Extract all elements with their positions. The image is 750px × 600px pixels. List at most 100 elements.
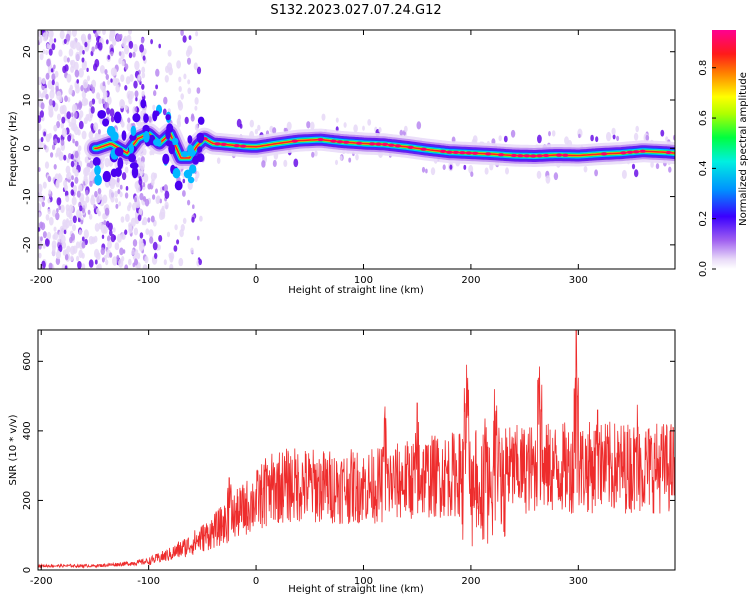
heatmap-noise-cell [41, 77, 46, 85]
heatmap-noise-cell [122, 41, 126, 48]
heatmap-noise-cell [45, 49, 48, 56]
heatmap-noise-cell [149, 236, 154, 244]
heatmap-peak-cell [291, 139, 298, 143]
heatmap-noise-cell [124, 104, 128, 111]
heatmap-noise-cell [187, 79, 191, 85]
heatmap-noise-cell [88, 100, 93, 108]
heatmap-noise-cell [164, 75, 169, 83]
heatmap-noise-cell [52, 144, 56, 151]
heatmap-noise-cell [165, 65, 170, 74]
heatmap-noise-cell [81, 241, 86, 249]
heatmap-noise-cell [135, 249, 139, 256]
heatmap-noise-cell [114, 190, 118, 198]
heatmap-noise-cell [177, 120, 181, 128]
heatmap-noise-cell [97, 42, 103, 51]
heatmap-blob [174, 180, 183, 191]
heatmap-noise-cell [367, 119, 372, 126]
heatmap-noise-cell [77, 129, 81, 136]
heatmap-noise-cell [110, 51, 114, 57]
heatmap-noise-cell [216, 157, 221, 164]
heatmap-blob [153, 110, 160, 117]
heatmap-noise-cell [83, 229, 89, 239]
heatmap-noise-cell [44, 161, 50, 169]
heatmap-noise-cell [84, 156, 89, 164]
heatmap-noise-cell [142, 264, 148, 269]
heatmap-noise-cell [272, 159, 277, 168]
heatmap-noise-cell [157, 244, 161, 251]
heatmap-peak-cell [484, 152, 492, 156]
heatmap-noise-cell [105, 259, 109, 266]
heatmap-noise-cell [124, 63, 129, 70]
heatmap-noise-cell [143, 173, 149, 183]
heatmap-noise-cell [621, 169, 627, 179]
heatmap-noise-cell [134, 258, 138, 266]
heatmap-noise-cell [48, 132, 52, 139]
heatmap-noise-cell [78, 229, 83, 236]
heatmap-noise-cell [187, 199, 191, 206]
heatmap-noise-cell [606, 131, 612, 142]
heatmap-noise-cell [163, 184, 168, 193]
heatmap-noise-cell [321, 113, 326, 121]
heatmap-noise-cell [94, 259, 98, 265]
heatmap-noise-cell [169, 252, 175, 261]
heatmap-noise-cell [51, 43, 56, 51]
colorbar-tick-label: 0.8 [698, 60, 709, 76]
snr-y-tick-label: 0 [22, 567, 33, 573]
heatmap-noise-cell [89, 213, 93, 220]
heatmap-noise-cell [70, 153, 74, 160]
heatmap-blob [102, 170, 111, 183]
heatmap-blob [140, 99, 147, 109]
snr-series-line [38, 330, 675, 569]
heatmap-noise-cell [178, 257, 184, 267]
heatmap-noise-cell [107, 79, 111, 86]
heatmap-noise-cell [127, 117, 131, 123]
heatmap-noise-cell [102, 213, 106, 220]
heatmap-noise-cell [173, 245, 178, 252]
heatmap-noise-cell [154, 252, 158, 259]
heatmap-noise-cell [142, 217, 148, 226]
heatmap-noise-cell [97, 30, 101, 35]
heatmap-noise-cell [94, 223, 100, 232]
heatmap-noise-cell [139, 232, 144, 239]
heatmap-noise-cell [97, 263, 102, 269]
heatmap-noise-cell [72, 245, 78, 254]
heatmap-noise-cell [71, 30, 77, 37]
heatmap-noise-cell [378, 126, 382, 133]
heatmap-noise-cell [72, 185, 78, 193]
heatmap-noise-cell [40, 102, 45, 110]
heatmap-noise-cell [38, 227, 41, 232]
heatmap-noise-cell [74, 169, 79, 178]
heatmap-noise-cell [176, 60, 182, 69]
heatmap-noise-cell [65, 33, 71, 42]
heatmap-noise-cell [85, 195, 90, 203]
heatmap-noise-cell [155, 196, 160, 205]
heatmap-noise-cell [38, 115, 42, 123]
heatmap-noise-cell [61, 116, 66, 124]
heatmap-blob [113, 111, 122, 124]
heatmap-noise-cell [70, 255, 74, 261]
heatmap-peak-cell [356, 141, 363, 145]
heatmap-noise-cell [668, 166, 672, 173]
heatmap-noise-cell [158, 43, 161, 49]
heatmap-noise-cell [84, 41, 88, 48]
heatmap-blob [132, 113, 141, 123]
heatmap-noise-cell [177, 99, 182, 108]
heatmap-noise-cell [140, 37, 145, 44]
heatmap-noise-cell [131, 249, 135, 256]
heatmap-noise-cell [442, 164, 446, 170]
heatmap-noise-cell [63, 55, 68, 63]
heatmap-noise-cell [283, 159, 288, 167]
heatmap-noise-cell [74, 69, 80, 78]
heatmap-noise-cell [112, 227, 116, 233]
heatmap-noise-cell [126, 122, 132, 132]
heatmap-noise-cell [38, 167, 41, 172]
heatmap-y-tick-label: -10 [22, 188, 33, 204]
heatmap-noise-cell [46, 58, 51, 67]
heatmap-noise-cell [82, 79, 89, 89]
heatmap-noise-cell [153, 90, 157, 97]
heatmap-noise-cell [339, 155, 343, 161]
heatmap-noise-cell [505, 167, 509, 175]
heatmap-noise-cell [115, 33, 121, 43]
heatmap-noise-cell [107, 55, 111, 60]
